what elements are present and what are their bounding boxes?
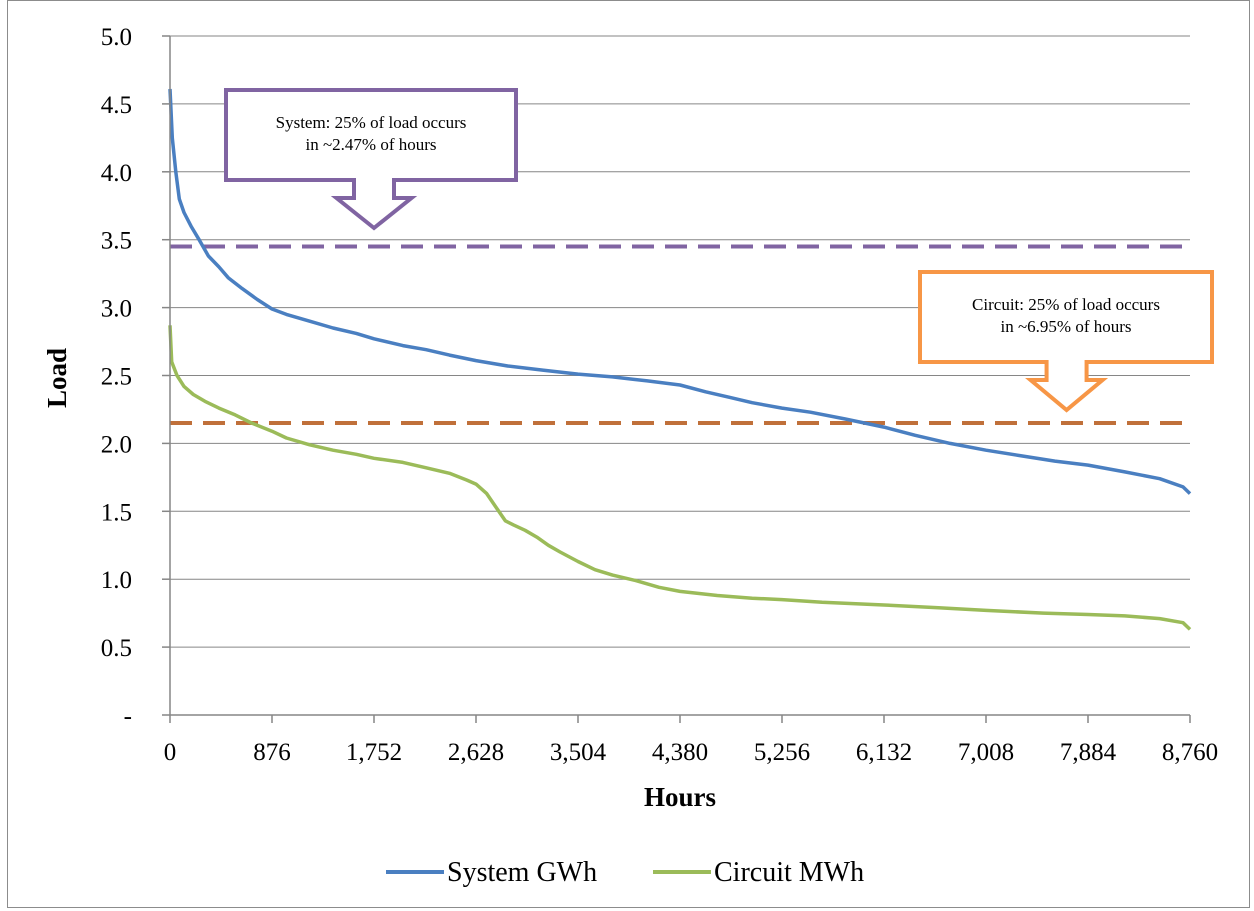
x-tick-label: 1,752: [346, 739, 402, 766]
x-tick-label: 2,628: [448, 739, 504, 766]
x-tick-label: 7,884: [1060, 739, 1117, 766]
legend-label-system: System GWh: [447, 857, 597, 888]
x-tick-labels: 0 876 1,752 2,628 3,504 4,380 5,256 6,132 7,008 7…: [164, 715, 1218, 766]
x-tick-label: 6,132: [856, 739, 912, 766]
x-tick-label: 7,008: [958, 739, 1014, 766]
y-tick-label: 1.0: [101, 567, 132, 594]
reference-lines: [170, 244, 1190, 426]
y-tick-label: 2.0: [101, 431, 132, 458]
callout-text-1-1: in ~6.95% of hours: [1000, 317, 1131, 336]
y-tick-label: 4.5: [101, 92, 132, 119]
x-tick-label: 876: [253, 739, 291, 766]
y-axis-title: Load: [42, 348, 72, 408]
y-tick-labels: - 0.5 1.0 1.5 2.0 2.5 3.0 3.5 4.0 4.5 5.0: [101, 24, 170, 730]
x-tick-label: 8,760: [1162, 739, 1218, 766]
callout-box-0: [224, 88, 518, 231]
y-tick-label: 3.5: [101, 228, 132, 255]
y-tick-label: 5.0: [101, 24, 132, 51]
y-tick-label: 2.5: [101, 364, 132, 391]
callouts: System: 25% of load occurs in ~2.47% of h…: [224, 88, 1214, 413]
callout-text-0-1: in ~2.47% of hours: [305, 135, 436, 154]
callout-text-1-0: Circuit: 25% of load occurs: [972, 295, 1160, 314]
y-tick-label: -: [124, 703, 132, 730]
y-tick-label: 0.5: [101, 635, 132, 662]
series-lines: [168, 88, 1192, 631]
chart-frame: [7, 0, 1250, 908]
y-tick-label: 1.5: [101, 499, 132, 526]
legend-label-circuit: Circuit MWh: [714, 857, 864, 888]
series-line-system-gwh: [168, 88, 1192, 495]
x-tick-label: 0: [164, 739, 177, 766]
x-tick-label: 4,380: [652, 739, 708, 766]
series-line-circuit-mwh: [168, 325, 1192, 631]
callout-box-1: [918, 270, 1214, 413]
y-tick-label: 4.0: [101, 160, 132, 187]
x-axis-title: Hours: [644, 782, 716, 812]
callout-text-0-0: System: 25% of load occurs: [276, 113, 467, 132]
y-tick-label: 3.0: [101, 296, 132, 323]
x-tick-label: 5,256: [754, 739, 810, 766]
legend: System GWh Circuit MWh: [386, 857, 864, 888]
x-tick-label: 3,504: [550, 739, 607, 766]
